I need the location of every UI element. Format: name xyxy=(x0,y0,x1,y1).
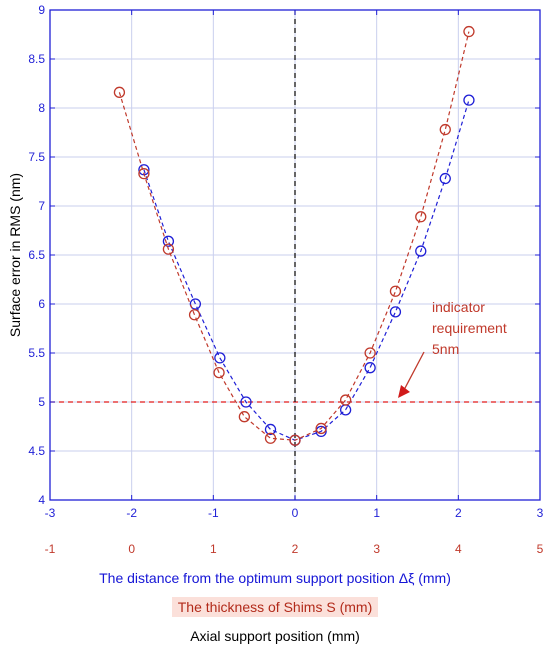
series-2-point xyxy=(339,394,352,406)
annotation-text: 5nm xyxy=(432,341,459,357)
y-tick-label: 5 xyxy=(38,395,45,409)
x-tick-label-secondary: -1 xyxy=(45,542,56,556)
series-2-point xyxy=(463,25,475,38)
x-axis-label-distance: The distance from the optimum support po… xyxy=(99,570,451,586)
y-tick-label: 6.5 xyxy=(28,248,45,262)
series-2-point xyxy=(389,285,402,297)
x-tick-label: -2 xyxy=(126,506,137,520)
y-tick-label: 7 xyxy=(38,199,45,213)
series-2-point xyxy=(113,86,126,98)
annotation-text: requirement xyxy=(432,320,507,336)
x-axis-label-shims: The thickness of Shims S (mm) xyxy=(0,597,550,617)
reference-lines xyxy=(50,10,540,500)
series-1-point xyxy=(389,306,402,318)
x-tick-label-secondary: 3 xyxy=(373,542,380,556)
x-tick-label: 2 xyxy=(455,506,462,520)
series-2-point xyxy=(439,123,451,136)
series-2-point xyxy=(315,422,327,435)
series-2-point xyxy=(188,309,201,321)
series-line-1 xyxy=(143,100,470,441)
series-1-point xyxy=(315,425,327,438)
x-tick-label-secondary: 1 xyxy=(210,542,217,556)
data-series xyxy=(113,25,475,446)
series-1-point xyxy=(240,396,252,408)
x-tick-label-secondary: 2 xyxy=(292,542,299,556)
series-2-point xyxy=(364,347,376,359)
requirement-annotation: indicator requirement 5nm xyxy=(398,299,507,398)
tick-labels: -3 -2 -1 0 1 2 3 -1 0 1 2 3 4 5 4 4.5 5 5.5 6 6.5 7 7.5 8 8.5 9 xyxy=(28,3,543,556)
series-1-point xyxy=(415,245,427,257)
series-1-point xyxy=(189,298,202,310)
x-axis-label-axial: Axial support position (mm) xyxy=(190,628,360,644)
y-axis-label: Surface error in RMS (nm) xyxy=(7,173,23,337)
y-tick-label: 4 xyxy=(38,493,45,507)
annotation-arrow-head xyxy=(398,385,410,398)
series-line-2 xyxy=(118,31,470,441)
series-1-point xyxy=(214,352,226,364)
series-1-point xyxy=(439,172,451,185)
series-2-point xyxy=(162,243,175,255)
y-tick-label: 5.5 xyxy=(28,346,45,360)
x-tick-label-secondary: 4 xyxy=(455,542,462,556)
series-1-point xyxy=(264,423,277,436)
series-2-point xyxy=(415,211,427,223)
axes xyxy=(49,9,541,501)
series-2-point xyxy=(213,366,225,379)
y-tick-label: 6 xyxy=(38,297,45,311)
x-tick-label: 0 xyxy=(292,506,299,520)
annotation-arrow-line xyxy=(403,351,425,391)
series-2-point xyxy=(264,432,277,444)
y-tick-label: 7.5 xyxy=(28,150,45,164)
x-tick-label: -3 xyxy=(45,506,56,520)
series-2-point xyxy=(238,411,251,423)
y-tick-label: 8.5 xyxy=(28,52,45,66)
y-tick-label: 4.5 xyxy=(28,444,45,458)
series-1-point xyxy=(364,362,376,374)
series-1-point xyxy=(463,94,475,106)
y-tick-label: 9 xyxy=(38,3,45,17)
series-1-point xyxy=(162,235,175,247)
series-2-point xyxy=(289,434,301,446)
x-tick-label-secondary: 5 xyxy=(537,542,544,556)
annotation-text: indicator xyxy=(432,299,485,315)
x-tick-label-secondary: 0 xyxy=(128,542,135,556)
x-tick-label: 1 xyxy=(373,506,380,520)
x-tick-label: -1 xyxy=(208,506,219,520)
y-tick-label: 8 xyxy=(38,101,45,115)
x-tick-label: 3 xyxy=(537,506,544,520)
series-2-point xyxy=(138,168,150,180)
